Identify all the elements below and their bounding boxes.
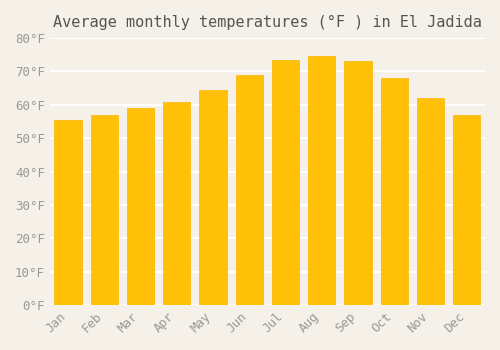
Bar	[236, 75, 263, 305]
Bar	[54, 120, 82, 305]
Bar	[90, 115, 118, 305]
Bar	[163, 102, 190, 305]
Bar	[127, 108, 154, 305]
Bar	[272, 60, 299, 305]
Bar	[308, 56, 336, 305]
Bar	[344, 62, 372, 305]
Bar	[380, 78, 408, 305]
Title: Average monthly temperatures (°F ) in El Jadida: Average monthly temperatures (°F ) in El…	[53, 15, 482, 30]
Bar	[454, 115, 480, 305]
Bar	[417, 98, 444, 305]
Bar	[200, 90, 226, 305]
